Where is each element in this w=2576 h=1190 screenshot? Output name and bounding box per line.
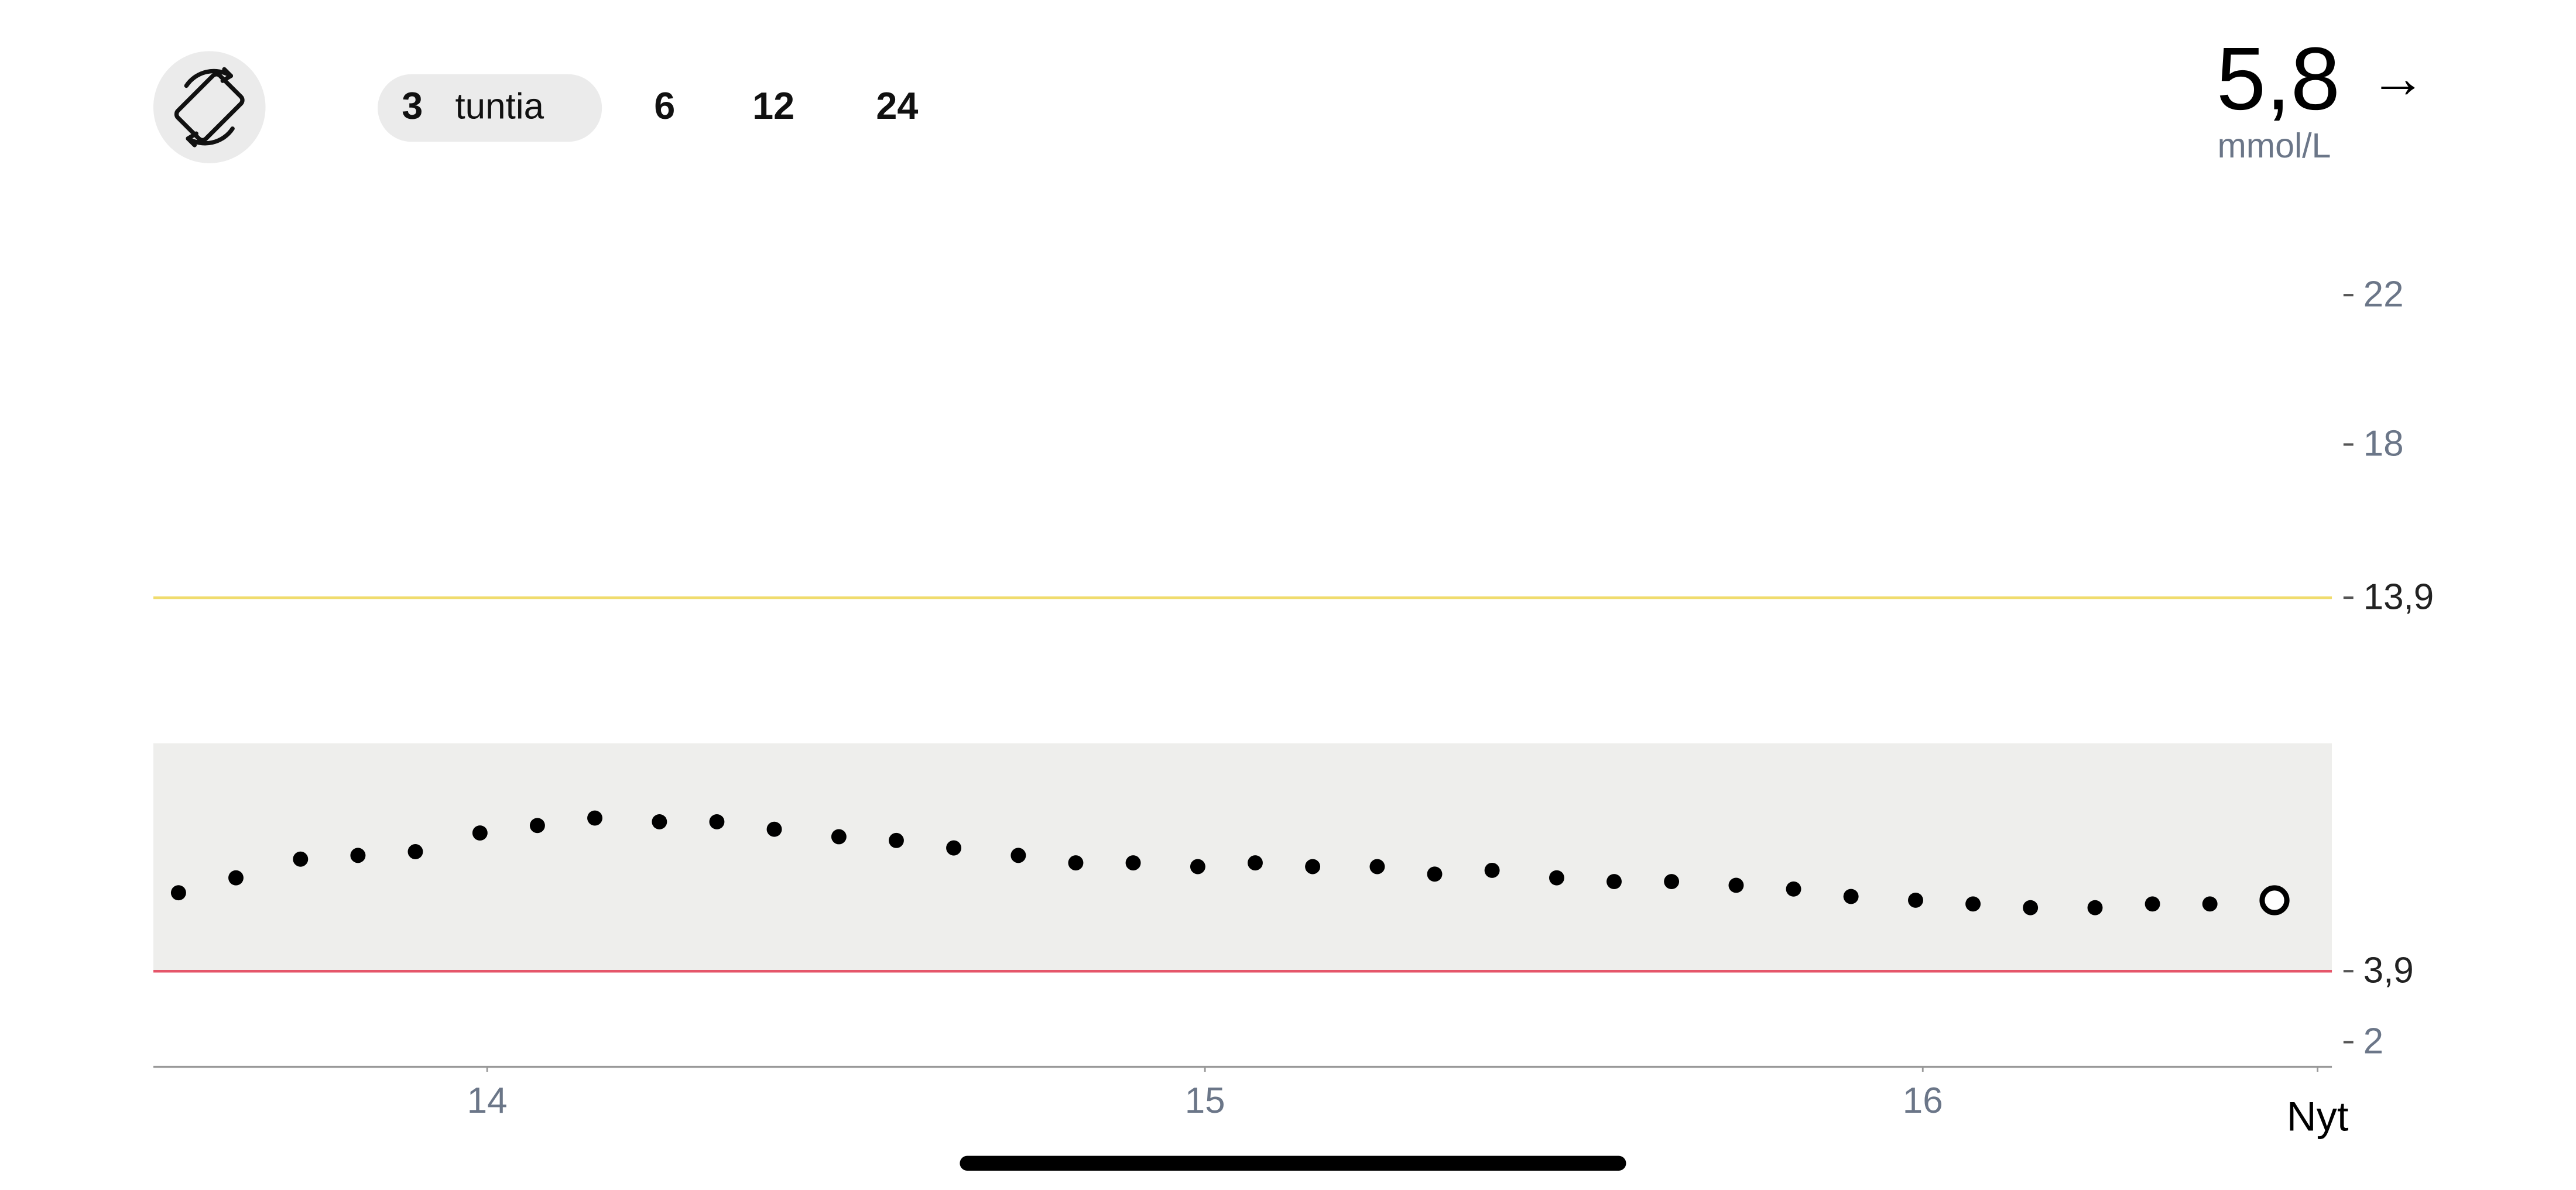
point <box>1965 896 1981 912</box>
point <box>170 885 186 901</box>
chart: 2 3,9 13,9 18 22 14 15 16 Nyt <box>153 274 2434 1139</box>
point <box>1549 870 1564 886</box>
rotate-icon <box>174 67 245 148</box>
x-tick-label: Nyt <box>2287 1093 2349 1139</box>
x-tick-label: 16 <box>1903 1081 1943 1121</box>
range-option[interactable]: 24 <box>876 84 918 127</box>
y-tick-label: 22 <box>2363 274 2404 314</box>
range-unit: tuntia <box>455 86 544 126</box>
current-point <box>2259 885 2290 915</box>
trend-arrow: → <box>2370 47 2426 109</box>
point <box>2023 900 2039 915</box>
current-value: 5,8 <box>2217 29 2340 129</box>
point <box>228 870 244 886</box>
point <box>472 825 488 841</box>
rotate-button-bg[interactable] <box>153 51 266 163</box>
point <box>587 810 602 826</box>
point <box>1248 855 1263 871</box>
point <box>652 814 667 829</box>
y-tick-label: 13,9 <box>2363 577 2434 617</box>
point <box>1786 881 1801 897</box>
point <box>1190 859 1205 875</box>
rotate-button[interactable] <box>153 51 266 163</box>
x-tick-label: 14 <box>467 1081 508 1121</box>
point <box>709 814 725 829</box>
point <box>831 829 847 845</box>
x-tick-label: 15 <box>1185 1081 1225 1121</box>
unit-label: mmol/L <box>2218 126 2331 165</box>
point <box>1908 892 1923 908</box>
range-option[interactable]: 6 <box>654 84 675 127</box>
y-tick-label: 18 <box>2363 424 2404 464</box>
point <box>2145 896 2160 912</box>
point <box>1369 859 1385 875</box>
point <box>293 851 309 867</box>
point <box>2087 900 2103 915</box>
y-tick-label: 3,9 <box>2363 950 2414 990</box>
point <box>1606 874 1622 890</box>
range-option[interactable]: 12 <box>752 84 794 127</box>
point <box>407 844 423 859</box>
point <box>350 848 366 863</box>
point <box>529 818 545 834</box>
y-tick-label: 2 <box>2363 1021 2383 1062</box>
range-option[interactable]: 3 <box>402 84 423 127</box>
point <box>2202 896 2218 912</box>
point <box>1484 862 1500 878</box>
point <box>1068 855 1084 871</box>
point <box>1664 874 1680 890</box>
home-indicator <box>960 1155 1626 1171</box>
point <box>1427 866 1443 882</box>
point <box>888 832 904 848</box>
point <box>1728 877 1744 893</box>
point <box>946 840 961 856</box>
point <box>1125 855 1141 871</box>
point <box>1843 889 1859 904</box>
point <box>1305 859 1321 875</box>
target-range <box>153 743 2332 972</box>
point <box>1010 848 1026 863</box>
range-selected-pill[interactable] <box>378 74 602 142</box>
point <box>766 821 782 837</box>
